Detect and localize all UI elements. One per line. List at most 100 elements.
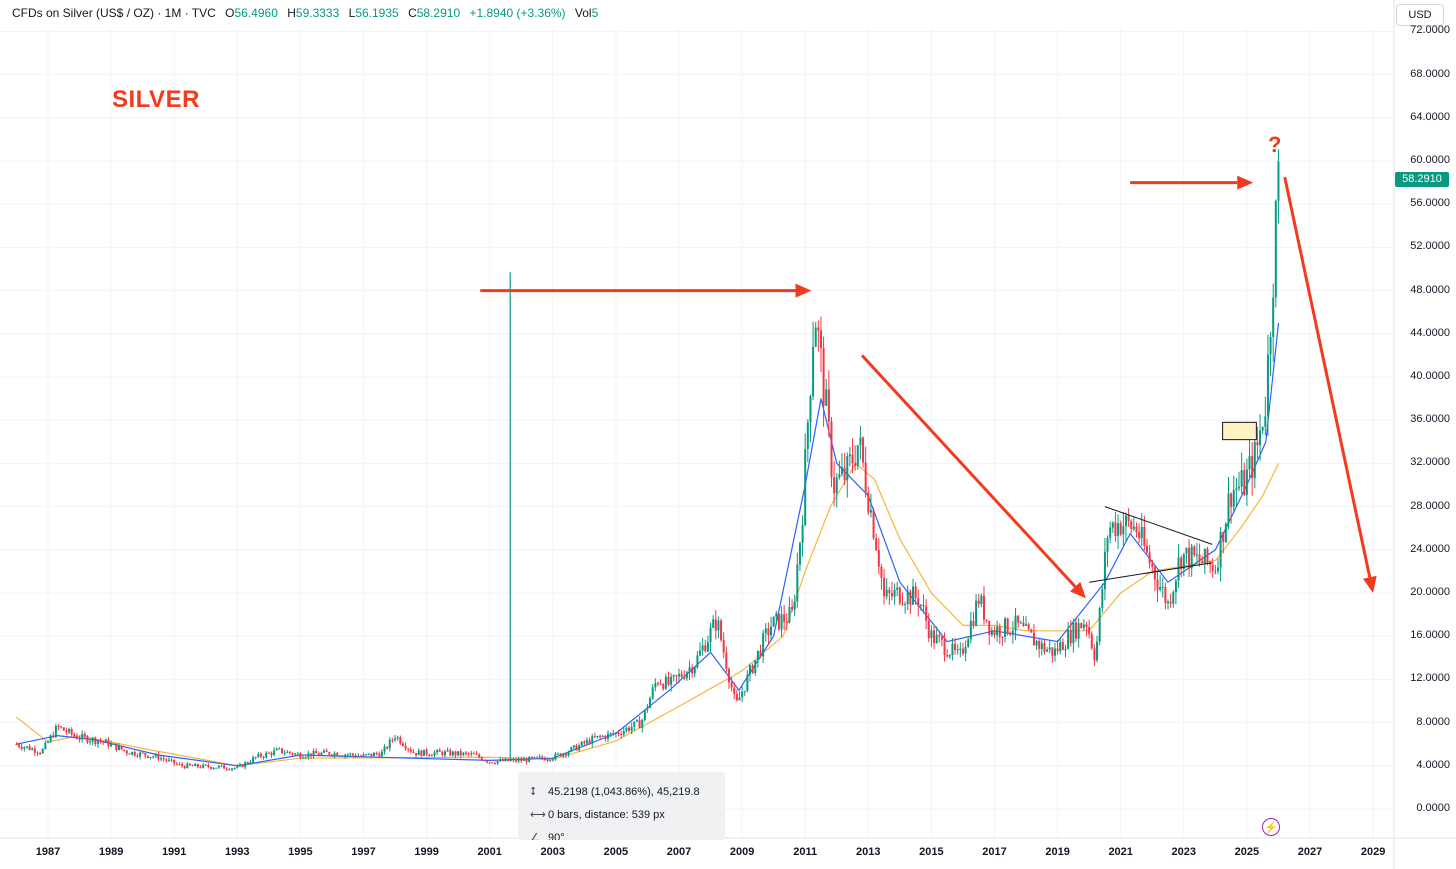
candle-body bbox=[462, 752, 465, 756]
candle-body bbox=[717, 620, 720, 631]
candle-body bbox=[1272, 297, 1275, 337]
time-tick-label: 2001 bbox=[477, 846, 502, 858]
candle-body bbox=[909, 591, 912, 605]
candle-body bbox=[330, 754, 333, 756]
candle-body bbox=[946, 655, 949, 657]
candle-body bbox=[1038, 640, 1041, 649]
candle-body bbox=[988, 621, 991, 635]
candle-body bbox=[167, 759, 170, 761]
candle-body bbox=[346, 754, 349, 756]
candle-body bbox=[399, 737, 402, 744]
candle-body bbox=[696, 655, 699, 668]
candle-body bbox=[18, 744, 21, 747]
candle-body bbox=[1019, 622, 1022, 624]
price-tick-label: 20.0000 bbox=[1410, 586, 1450, 598]
candle-body bbox=[846, 456, 849, 480]
candle-body bbox=[812, 346, 815, 397]
candle-body bbox=[391, 739, 394, 741]
candle-body bbox=[880, 566, 883, 578]
candle-body bbox=[835, 477, 838, 494]
currency-button[interactable]: USD bbox=[1396, 4, 1444, 26]
highlight-rectangle bbox=[1222, 421, 1257, 441]
annotation-title-text[interactable]: SILVER bbox=[112, 86, 200, 113]
candle-body bbox=[273, 750, 276, 755]
candle-body bbox=[181, 764, 184, 767]
candle-body bbox=[930, 630, 933, 639]
candle-body bbox=[525, 759, 528, 763]
candle-body bbox=[1014, 615, 1017, 631]
candle-body bbox=[438, 750, 441, 752]
annotation-question-mark[interactable]: ? bbox=[1268, 132, 1282, 157]
symbol-name: CFDs on Silver (US$ / OZ) · 1M · TVC bbox=[12, 6, 216, 20]
candle-body bbox=[772, 616, 775, 627]
candle-body bbox=[1106, 537, 1109, 552]
candle-body bbox=[81, 734, 84, 740]
candle-body bbox=[783, 614, 786, 622]
candle-body bbox=[480, 757, 483, 761]
drawing-annotations[interactable] bbox=[480, 175, 1377, 761]
candle-body bbox=[562, 753, 565, 757]
time-tick-label: 1989 bbox=[98, 846, 124, 858]
candle-body bbox=[896, 587, 899, 590]
candle-body bbox=[312, 751, 315, 757]
candle-body bbox=[1004, 618, 1007, 637]
volume-label: Vol bbox=[574, 6, 592, 20]
candle-body bbox=[1251, 456, 1254, 479]
candle-body bbox=[191, 765, 194, 767]
candle-body bbox=[70, 728, 73, 735]
candle-body bbox=[199, 766, 202, 768]
candle-body bbox=[972, 620, 975, 626]
lightning-icon[interactable]: ⚡ bbox=[1262, 818, 1280, 836]
candle-body bbox=[1259, 430, 1262, 446]
candle-body bbox=[543, 758, 546, 761]
candle-body bbox=[651, 687, 654, 699]
time-tick-label: 1999 bbox=[414, 846, 439, 858]
candle-body bbox=[373, 752, 376, 757]
candle-body bbox=[864, 462, 867, 493]
candle-body bbox=[993, 630, 996, 636]
candle-body bbox=[325, 750, 328, 753]
candle-body bbox=[1277, 161, 1280, 201]
candle-body bbox=[133, 751, 136, 756]
candle-body bbox=[551, 759, 554, 761]
candle-body bbox=[872, 510, 875, 539]
candle-body bbox=[762, 633, 765, 657]
candle-body bbox=[417, 750, 420, 756]
candle-body bbox=[1093, 648, 1096, 661]
candle-body bbox=[1269, 336, 1272, 355]
candle-body bbox=[1266, 354, 1269, 417]
candle-body bbox=[733, 687, 736, 694]
candle-body bbox=[1025, 624, 1028, 626]
candle-body bbox=[315, 751, 318, 754]
candle-body bbox=[204, 764, 207, 766]
candle-body bbox=[1027, 624, 1030, 630]
candle-body bbox=[265, 752, 268, 758]
price-tick-label: 24.0000 bbox=[1410, 542, 1450, 555]
candle-body bbox=[1148, 552, 1151, 564]
candle-body bbox=[798, 543, 801, 565]
candle-body bbox=[1156, 579, 1159, 590]
candle-body bbox=[152, 756, 155, 758]
candle-body bbox=[678, 674, 680, 677]
candle-body bbox=[541, 756, 544, 759]
candle-body bbox=[1153, 567, 1156, 580]
candle-body bbox=[117, 746, 120, 751]
candle-body bbox=[877, 550, 880, 567]
candle-body bbox=[1193, 546, 1196, 556]
candle-body bbox=[822, 348, 825, 406]
candle-body bbox=[1061, 642, 1064, 650]
candle-body bbox=[380, 751, 383, 757]
candle-body bbox=[557, 753, 560, 755]
candle-body bbox=[78, 738, 81, 740]
candle-body bbox=[664, 676, 667, 689]
candle-body bbox=[444, 751, 447, 756]
volume-value: 5 bbox=[591, 6, 599, 20]
candle-body bbox=[47, 741, 49, 743]
candle-body bbox=[709, 627, 712, 643]
candle-body bbox=[554, 753, 557, 760]
candle-body bbox=[188, 763, 191, 766]
candle-body bbox=[430, 755, 433, 757]
open-label: O bbox=[225, 6, 235, 20]
